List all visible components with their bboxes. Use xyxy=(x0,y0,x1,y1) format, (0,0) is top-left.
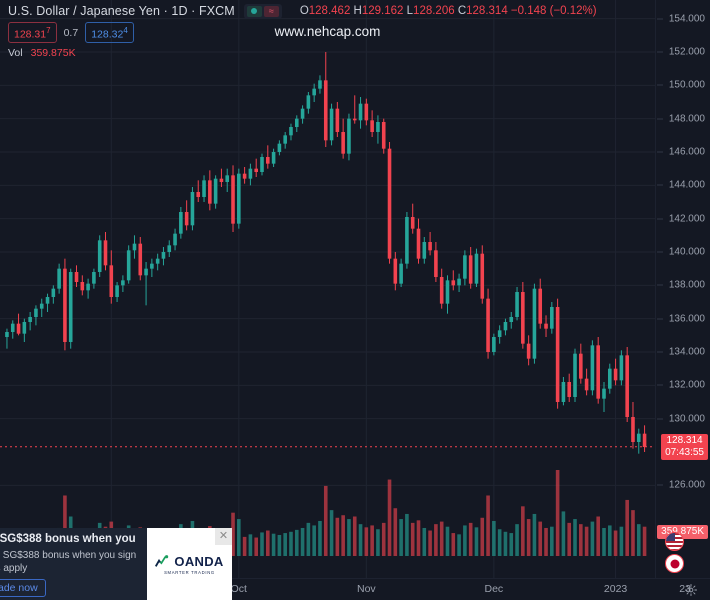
last-price-badge[interactable]: 128.314 07:43:55 xyxy=(661,433,708,460)
price-tick-label: 144.000 xyxy=(668,179,705,191)
price-tick-label: 148.000 xyxy=(668,113,705,125)
chart-plot-area[interactable] xyxy=(0,0,655,578)
price-tick-label: 152.000 xyxy=(668,46,705,58)
price-tick-label: 140.000 xyxy=(668,246,705,258)
close-icon[interactable]: ✕ xyxy=(215,528,232,545)
flag-jp-icon[interactable] xyxy=(665,554,684,573)
ohlc-open-value: 128.462 xyxy=(308,5,351,17)
currency-flag-badges xyxy=(665,532,684,576)
ohlc-high-key: H xyxy=(353,5,362,17)
last-price-time: 07:43:55 xyxy=(665,446,704,458)
oanda-mark-icon xyxy=(155,554,169,567)
price-tick-label: 142.000 xyxy=(668,213,705,225)
ad-trade-now-button[interactable]: ade now xyxy=(0,579,46,597)
ohlc-open-key: O xyxy=(299,5,309,17)
bid-price-value: 128.31 xyxy=(14,28,47,41)
price-tick-label: 138.000 xyxy=(668,279,705,291)
quote-row: 128.317 0.7 128.324 xyxy=(8,21,597,44)
ohlc-close-value: 128.314 xyxy=(466,5,508,17)
last-price-value: 128.314 xyxy=(666,434,703,446)
price-tick-dash xyxy=(657,384,663,386)
bid-price-box[interactable]: 128.317 xyxy=(8,21,57,44)
circle-dot-icon[interactable] xyxy=(246,5,262,17)
candlestick-series xyxy=(0,52,655,454)
price-tick-dash xyxy=(657,218,663,220)
volume-label: Vol xyxy=(8,46,23,59)
time-tick-label: Oct xyxy=(230,583,247,595)
bid-price-sup: 7 xyxy=(46,25,51,35)
price-tick-dash xyxy=(657,318,663,320)
ask-price-box[interactable]: 128.324 xyxy=(85,21,134,44)
ad-copy: a SG$388 bonus when you sign up. sit SG$… xyxy=(0,528,137,600)
price-tick-label: 136.000 xyxy=(668,313,705,325)
price-tick-label: 146.000 xyxy=(668,146,705,158)
symbol-title[interactable]: U.S. Dollar / Japanese Yen · 1D · FXCM xyxy=(8,4,235,18)
gear-icon[interactable] xyxy=(684,583,698,597)
ohlc-low-value: 128.206 xyxy=(413,5,455,17)
oanda-logo: OANDA SMARTER TRADING ✕ xyxy=(147,528,232,600)
volume-legend-row: Vol 359.875K xyxy=(8,45,597,60)
price-tick-label: 154.000 xyxy=(668,13,705,25)
price-axis[interactable]: 154.000 152.000 150.000 148.000 146.000 144.0… xyxy=(655,0,710,578)
ohlc-values: O128.462 H129.162 L128.206 C128.314 −0.1… xyxy=(300,5,597,17)
price-tick-dash xyxy=(657,251,663,253)
ad-subline-2: ns apply xyxy=(0,563,28,574)
series-toggle-group[interactable]: ≈ xyxy=(243,3,282,19)
price-tick-label: 126.000 xyxy=(668,479,705,491)
price-tick-dash xyxy=(657,84,663,86)
legend-title-row: U.S. Dollar / Japanese Yen · 1D · FXCM ≈… xyxy=(8,2,597,20)
time-tick-label: 23 xyxy=(679,583,691,595)
ohlc-low-key: L xyxy=(406,5,414,17)
price-tick-dash xyxy=(657,284,663,286)
ask-price-value: 128.32 xyxy=(91,28,124,41)
time-tick-label: 2023 xyxy=(603,583,628,595)
volume-value: 359.875K xyxy=(30,46,76,59)
price-tick-label: 132.000 xyxy=(668,379,705,391)
ohlc-close-key: C xyxy=(457,5,467,17)
spread-value: 0.7 xyxy=(63,26,79,39)
oanda-tagline: SMARTER TRADING xyxy=(164,569,215,575)
site-watermark: www.nehcap.com xyxy=(274,24,381,39)
price-tick-dash xyxy=(657,151,663,153)
ad-headline: a SG$388 bonus when you sign up. xyxy=(0,533,137,545)
chart-legend: U.S. Dollar / Japanese Yen · 1D · FXCM ≈… xyxy=(8,2,597,60)
price-tick-dash xyxy=(657,184,663,186)
equals-icon[interactable]: ≈ xyxy=(263,5,279,17)
flag-us-icon[interactable] xyxy=(665,532,684,551)
oanda-advertisement[interactable]: a SG$388 bonus when you sign up. sit SG$… xyxy=(0,528,232,600)
chart-gridlines xyxy=(0,0,655,578)
price-tick-label: 130.000 xyxy=(668,413,705,425)
oanda-wordmark: OANDA xyxy=(174,553,224,569)
ohlc-high-value: 129.162 xyxy=(361,5,404,17)
time-tick-label: Dec xyxy=(484,583,504,595)
ad-subline-1: sit SG$388 bonus when you sign up. xyxy=(0,550,137,561)
price-tick-dash xyxy=(657,484,663,486)
ask-price-sup: 4 xyxy=(123,25,128,35)
price-tick-label: 150.000 xyxy=(668,79,705,91)
price-tick-dash xyxy=(657,351,663,353)
time-tick-label: Nov xyxy=(356,583,376,595)
price-tick-dash xyxy=(657,118,663,120)
price-tick-dash xyxy=(657,418,663,420)
price-tick-label: 134.000 xyxy=(668,346,705,358)
ohlc-change: −0.148 (−0.12%) xyxy=(510,5,597,17)
price-tick-dash xyxy=(657,18,663,20)
price-tick-dash xyxy=(657,51,663,53)
